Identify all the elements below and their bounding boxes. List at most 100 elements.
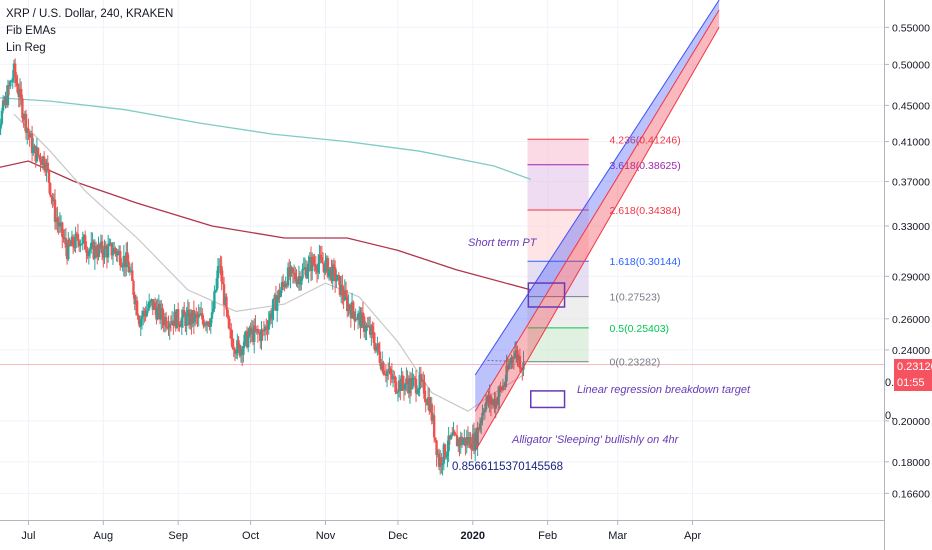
candle-body xyxy=(46,162,49,170)
candle xyxy=(459,431,462,454)
candle xyxy=(32,138,35,156)
candle xyxy=(335,269,338,288)
candle-body xyxy=(284,283,287,287)
candle xyxy=(445,453,448,460)
candle-body xyxy=(33,145,36,149)
candle-body xyxy=(94,246,98,255)
price-tick-label-8: 0.24000 xyxy=(892,345,930,357)
candle-body xyxy=(219,265,222,267)
candle xyxy=(512,350,516,370)
candle xyxy=(441,462,444,476)
candle xyxy=(76,223,80,248)
candle xyxy=(396,389,400,402)
candle-body xyxy=(17,92,20,98)
candle-body xyxy=(280,282,284,291)
candle-body xyxy=(123,255,127,268)
candle xyxy=(63,229,66,245)
candle-body xyxy=(21,98,24,118)
candle-body xyxy=(48,182,52,196)
fib-label-2: 2.618(0.34384) xyxy=(610,205,681,217)
candle xyxy=(366,316,369,328)
candle-body xyxy=(186,309,190,314)
indicator-fib-emas[interactable]: Fib EMAs xyxy=(6,25,56,37)
candle-body xyxy=(245,331,249,348)
candle-body xyxy=(132,280,135,295)
candle-body xyxy=(218,265,221,267)
candle-body xyxy=(289,266,292,277)
legend: XRP / U.S. Dollar, 240, KRAKEN Fib EMAs … xyxy=(6,6,173,57)
candle xyxy=(18,78,22,108)
candle xyxy=(44,159,47,177)
candle-body xyxy=(237,340,240,345)
candle-body xyxy=(422,380,425,383)
candle-body xyxy=(32,148,35,154)
candle xyxy=(174,309,177,332)
price-tick-label-11: 0.16600 xyxy=(892,488,930,500)
candle xyxy=(20,81,23,105)
candle xyxy=(114,246,117,257)
candle-body xyxy=(154,302,157,309)
candle-body xyxy=(108,243,111,246)
candle xyxy=(245,326,249,349)
candle-body xyxy=(26,128,29,133)
time-axis[interactable]: Jul Aug Sep Oct Nov Dec 2020 Feb Mar Apr xyxy=(21,520,701,542)
candle xyxy=(343,279,347,302)
candle-body xyxy=(513,352,517,358)
candle xyxy=(341,274,344,305)
symbol-title[interactable]: XRP / U.S. Dollar, 240, KRAKEN xyxy=(6,8,174,20)
candle xyxy=(399,378,402,401)
candle xyxy=(204,320,208,332)
candle xyxy=(26,127,29,145)
price-tick-label-5: 0.33000 xyxy=(892,221,930,233)
candle xyxy=(438,449,442,475)
candle-body xyxy=(448,435,452,440)
price-axis[interactable]: 0.55000 0.50000 0.45000 0.41000 0.37000 0.330… xyxy=(884,0,932,550)
candle-body xyxy=(399,380,402,391)
price-tick-label-0: 0.55000 xyxy=(892,22,930,34)
candle xyxy=(303,257,307,276)
candle-body xyxy=(402,384,406,390)
candle-body xyxy=(85,249,88,253)
candle xyxy=(416,385,419,395)
candle xyxy=(213,285,216,312)
candle-body xyxy=(499,387,502,389)
candle-body xyxy=(306,271,309,278)
candle-body xyxy=(193,313,197,323)
candle xyxy=(42,151,46,173)
candle xyxy=(502,382,506,391)
candle xyxy=(216,258,220,289)
candle xyxy=(358,306,361,326)
candle-body xyxy=(75,233,78,235)
candle xyxy=(69,240,72,247)
candle-body xyxy=(430,403,433,421)
candle-body xyxy=(312,256,315,264)
candle xyxy=(286,262,290,288)
candle xyxy=(326,255,330,279)
candle-body xyxy=(327,269,331,277)
candle-body xyxy=(475,432,478,446)
candle-body xyxy=(221,281,225,285)
candle-body xyxy=(455,435,459,447)
candle-body xyxy=(232,347,235,350)
ema-long-line xyxy=(0,97,532,181)
candle-body xyxy=(372,332,375,343)
candle-body xyxy=(291,268,295,273)
candle-body xyxy=(510,357,513,364)
candle xyxy=(279,286,283,298)
candle xyxy=(467,432,471,448)
candle xyxy=(393,370,396,383)
candle-body xyxy=(265,326,268,329)
candle xyxy=(388,357,391,375)
candle-body xyxy=(140,316,144,319)
candle-body xyxy=(117,251,121,253)
indicator-lin-reg[interactable]: Lin Reg xyxy=(6,42,46,54)
countdown-tag[interactable]: 01:55 xyxy=(894,375,932,391)
fib-extension: 4.236(0.41246) 3.618(0.38625) 2.618(0.3438… xyxy=(487,134,681,369)
candle-body xyxy=(254,325,257,331)
candle-body xyxy=(300,278,303,285)
candle-body xyxy=(247,335,250,348)
candle xyxy=(269,307,273,325)
candle-body xyxy=(311,256,314,271)
